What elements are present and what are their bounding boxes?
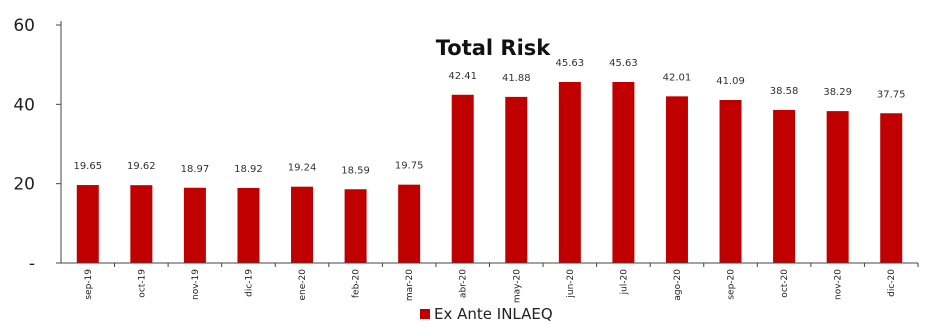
- bar: [505, 96, 528, 263]
- data-label: 18.59: [341, 165, 370, 176]
- data-label: 19.75: [395, 161, 424, 172]
- bar: [76, 185, 99, 263]
- x-tick-label: jun-20: [566, 269, 576, 299]
- x-tick-label: oct-20: [780, 269, 790, 298]
- x-tick-label: sep-19: [84, 269, 94, 300]
- bar: [183, 187, 206, 263]
- data-label: 18.92: [234, 164, 263, 175]
- x-tick-label: ago-20: [673, 269, 683, 301]
- bar: [558, 82, 581, 263]
- y-tick-label: 20: [13, 175, 35, 195]
- bar: [398, 184, 421, 263]
- legend-swatch: [420, 309, 430, 319]
- data-label: 18.97: [181, 164, 210, 175]
- bar: [880, 113, 903, 263]
- data-labels: 19.65 19.62 18.97 18.92 19.24 18.59 19.75 42.41…: [73, 58, 905, 176]
- x-tick-label: sep-20: [727, 269, 737, 300]
- x-tick-label: oct-19: [137, 269, 147, 298]
- bar: [826, 111, 849, 263]
- x-tick-label: ene-20: [298, 269, 308, 301]
- bar: [237, 187, 260, 263]
- data-label: 38.29: [823, 87, 852, 98]
- x-tick-label: jul-20: [619, 269, 629, 296]
- bar: [665, 96, 688, 263]
- x-tick-label: abr-20: [459, 269, 469, 298]
- data-label: 42.01: [663, 72, 692, 83]
- data-label: 37.75: [877, 89, 906, 100]
- y-tick-label: 60: [13, 16, 35, 36]
- x-tick-label: dic-19: [244, 269, 254, 297]
- bar: [719, 100, 742, 263]
- x-tick-label: mar-20: [405, 269, 415, 301]
- data-label: 19.24: [288, 163, 317, 174]
- data-label: 19.62: [127, 161, 156, 172]
- y-tick-label: -: [29, 254, 35, 274]
- bar: [773, 109, 796, 263]
- bar: [130, 185, 153, 263]
- y-tick-label: 40: [13, 95, 35, 115]
- legend-label: Ex Ante INLAEQ: [434, 305, 553, 323]
- x-tick-label: may-20: [512, 269, 522, 303]
- bar: [451, 94, 474, 263]
- bar: [344, 189, 367, 263]
- data-label: 19.65: [73, 161, 102, 172]
- x-tick-label: nov-19: [191, 269, 201, 300]
- bars: [76, 82, 903, 263]
- data-label: 45.63: [609, 58, 638, 69]
- x-tick-label: nov-20: [834, 269, 844, 300]
- data-label: 41.88: [502, 73, 531, 84]
- x-tick-label: feb-20: [352, 269, 362, 298]
- bar: [291, 186, 314, 263]
- data-label: 45.63: [556, 58, 585, 69]
- data-label: 41.09: [716, 76, 745, 87]
- x-axis: sep-19 oct-19 nov-19 dic-19 ene-20 feb-20 mar-…: [61, 262, 919, 303]
- data-label: 42.41: [448, 71, 477, 82]
- y-axis: - 20 40 60: [13, 16, 62, 274]
- bar: [612, 82, 635, 263]
- chart-title: Total Risk: [436, 36, 552, 60]
- legend: Ex Ante INLAEQ: [420, 305, 553, 323]
- x-tick-label: dic-20: [887, 269, 897, 297]
- data-label: 38.58: [770, 86, 799, 97]
